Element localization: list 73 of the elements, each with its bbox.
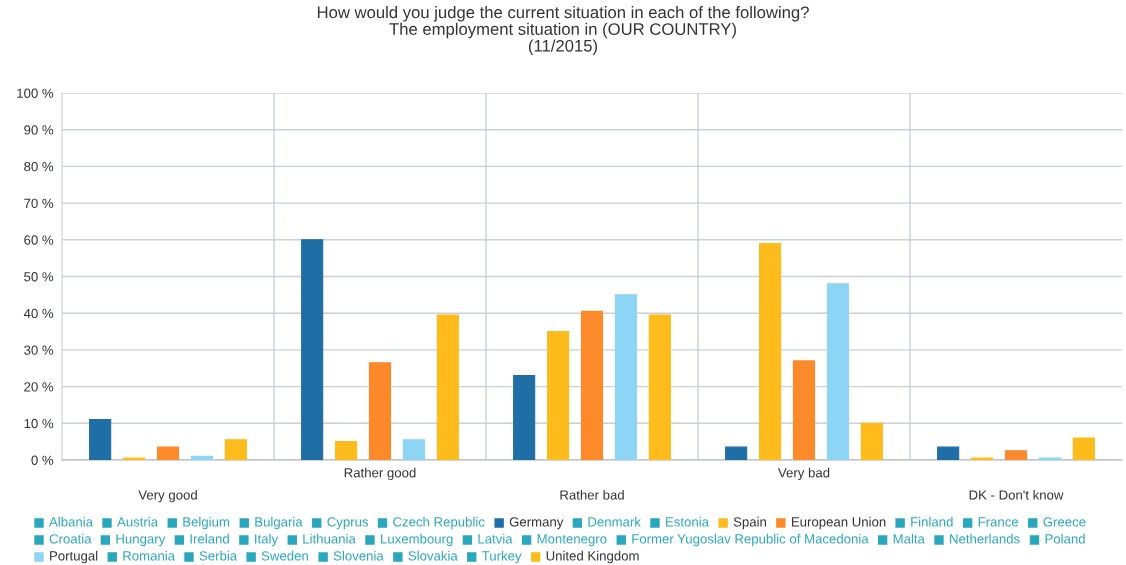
bar <box>792 360 816 460</box>
bar <box>826 283 849 460</box>
bar <box>1004 450 1028 460</box>
bar <box>368 362 392 460</box>
legend-label: Bulgaria <box>255 516 303 530</box>
bar <box>860 422 883 460</box>
x-tick-label: Rather bad <box>560 489 624 500</box>
legend-label: Poland <box>1045 533 1085 544</box>
legend-label: Slovakia <box>408 550 458 561</box>
y-tick-label: 60 % <box>24 235 54 245</box>
bar <box>190 455 213 460</box>
bar <box>614 294 637 460</box>
legend-label: Lithuania <box>303 533 356 544</box>
legend-label: Finland <box>911 516 953 527</box>
legend-label: Greece <box>1043 517 1086 527</box>
legend-label: Austria <box>117 516 159 527</box>
legend-label: United Kingdom <box>546 550 639 564</box>
y-tick-label: 90 % <box>24 125 54 135</box>
y-tick-label: 70 % <box>24 198 54 209</box>
bar <box>725 446 748 460</box>
bar <box>1072 437 1095 460</box>
y-tick-label: 40 % <box>23 308 54 319</box>
x-tick-label: Very good <box>138 489 197 503</box>
bar <box>436 314 459 460</box>
bar <box>759 242 782 460</box>
bar <box>301 239 324 460</box>
legend-label: Germany <box>509 517 564 530</box>
y-tick-label: 20 % <box>24 382 54 392</box>
legend-label: Former Yugoslav Republic of Macedonia <box>632 533 869 547</box>
legend-label: Luxembourg <box>381 533 453 547</box>
bar <box>224 439 247 460</box>
legend-label: Netherlands <box>950 533 1020 544</box>
legend-label: Spain <box>733 516 767 530</box>
x-tick-label: Rather good <box>344 467 416 481</box>
legend-label: Ireland <box>190 533 229 544</box>
legend-label: Hungary <box>116 534 166 547</box>
bar <box>89 419 112 460</box>
legend-label: Malta <box>893 533 925 544</box>
legend-label: Italy <box>255 533 279 547</box>
bar <box>648 314 671 460</box>
bar <box>513 375 536 460</box>
legend-label: Cyprus <box>327 517 369 530</box>
legend-label: Romania <box>123 550 176 561</box>
legend-label: Sweden <box>261 550 308 561</box>
x-tick-label: DK - Don't know <box>969 489 1064 500</box>
legend-label: Slovenia <box>333 550 384 561</box>
bar <box>156 446 180 460</box>
legend-label: European Union <box>791 516 886 530</box>
legend-label: Belgium <box>183 516 230 530</box>
legend-label: Croatia <box>49 533 92 544</box>
legend-label: Turkey <box>482 550 522 564</box>
legend-label: Latvia <box>478 533 513 544</box>
legend-label: Czech Republic <box>393 516 485 530</box>
bar <box>937 446 960 460</box>
chart-title: How would you judge the current situation in each of the following? The employment situation in (OUR COUNTRY) (11/2015) <box>317 6 809 56</box>
legend-label: Albania <box>49 516 94 527</box>
legend-label: Serbia <box>199 550 238 561</box>
y-tick-label: 100 % <box>17 88 54 98</box>
legend-label: Estonia <box>666 516 710 527</box>
bar <box>547 330 570 460</box>
bar <box>580 310 604 460</box>
legend-label: France <box>978 517 1019 527</box>
y-tick-label: 0 % <box>31 455 54 465</box>
bar <box>402 439 425 460</box>
y-tick-label: 80 % <box>24 161 54 172</box>
y-tick-label: 50 % <box>24 272 54 282</box>
legend-label: Portugal <box>50 550 98 564</box>
legend-label: Denmark <box>588 516 641 527</box>
bar <box>335 441 358 460</box>
x-tick-label: Very bad <box>778 467 830 481</box>
y-tick-label: 30 % <box>24 345 54 355</box>
y-tick-label: 10 % <box>24 418 54 429</box>
legend-label: Montenegro <box>537 534 607 547</box>
